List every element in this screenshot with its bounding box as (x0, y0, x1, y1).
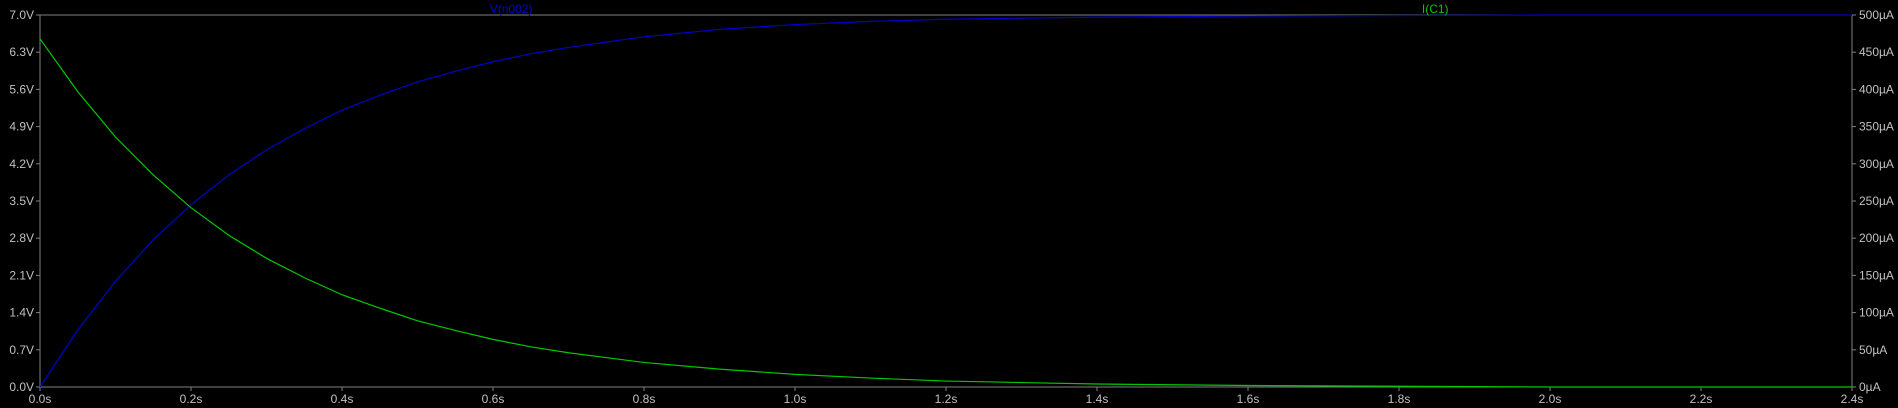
right-y-tick-label: 0µA (1859, 380, 1881, 394)
trace-labels[interactable]: V(n002) I(C1) (490, 2, 1449, 16)
x-tick-label: 0.0s (29, 392, 52, 406)
x-tick-label: 0.6s (482, 392, 505, 406)
x-tick-label: 0.2s (180, 392, 203, 406)
trace-label[interactable]: I(C1) (1422, 2, 1449, 16)
trace-i-c1[interactable] (39, 38, 1852, 388)
left-y-tick-label: 3.5V (9, 194, 34, 208)
right-y-tick-label: 500µA (1859, 8, 1894, 22)
left-y-tick-label: 7.0V (9, 8, 34, 22)
right-y-tick-label: 350µA (1859, 120, 1894, 134)
right-y-tick-label: 50µA (1859, 343, 1887, 357)
right-y-axis-ticks: 0µA 50µA 100µA 150µA 200µA 250µA 300µA 350µA 400… (1852, 8, 1894, 394)
left-y-tick-label: 1.4V (9, 306, 34, 320)
x-tick-label: 2.0s (1539, 392, 1562, 406)
right-y-tick-label: 250µA (1859, 194, 1894, 208)
left-y-tick-label: 6.3V (9, 45, 34, 59)
right-y-tick-label: 300µA (1859, 157, 1894, 171)
x-tick-label: 1.4s (1086, 392, 1109, 406)
right-y-tick-label: 450µA (1859, 45, 1894, 59)
x-tick-label: 1.6s (1237, 392, 1260, 406)
left-y-tick-label: 4.2V (9, 157, 34, 171)
right-y-tick-label: 400µA (1859, 82, 1894, 96)
right-y-tick-label: 100µA (1859, 306, 1894, 320)
x-axis-ticks: 0.0s 0.2s 0.4s 0.6s 0.8s 1.0s 1.2s 1.4s 1.6s 1.8s… (29, 387, 1864, 406)
traces[interactable] (39, 14, 1852, 388)
trace-label[interactable]: V(n002) (490, 2, 533, 16)
x-tick-label: 2.4s (1841, 392, 1864, 406)
left-y-tick-label: 4.9V (9, 120, 34, 134)
right-y-tick-label: 200µA (1859, 231, 1894, 245)
x-tick-label: 1.2s (935, 392, 958, 406)
right-y-tick-label: 150µA (1859, 268, 1894, 282)
x-tick-label: 1.0s (784, 392, 807, 406)
left-y-tick-label: 5.6V (9, 82, 34, 96)
x-tick-label: 0.4s (331, 392, 354, 406)
x-tick-label: 1.8s (1388, 392, 1411, 406)
left-y-tick-label: 0.0V (9, 380, 34, 394)
trace-v-n002[interactable] (39, 14, 1852, 388)
left-y-axis-ticks: 0.0V 0.7V 1.4V 2.1V 2.8V 3.5V 4.2V 4.9V 5.6V 6.3V… (9, 8, 40, 394)
x-tick-label: 2.2s (1690, 392, 1713, 406)
x-tick-label: 0.8s (633, 392, 656, 406)
left-y-tick-label: 2.1V (9, 268, 34, 282)
left-y-tick-label: 0.7V (9, 343, 34, 357)
left-y-tick-label: 2.8V (9, 231, 34, 245)
